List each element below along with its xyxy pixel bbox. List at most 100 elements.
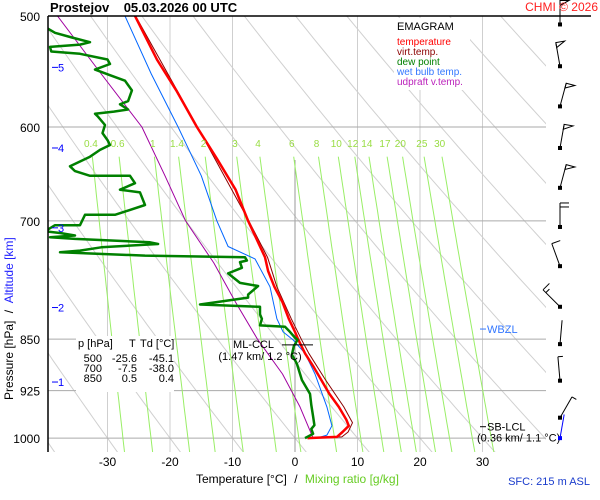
wind-barb-station: [558, 224, 562, 229]
wind-barb-station: [558, 64, 562, 69]
altitude-tick-label: 2: [58, 303, 64, 315]
mixing-ratio-label: 14: [361, 139, 373, 150]
wind-barb: [551, 240, 562, 269]
wind-barb-station: [558, 185, 562, 190]
wind-barb-station: [558, 436, 562, 441]
altitude-tick-label: 5: [58, 62, 64, 74]
chart-title: Prostejov 05.03.2026 00 UTC: [50, 0, 238, 15]
mixing-ratio-line: [204, 156, 244, 452]
temperature-tick-label: 10: [351, 455, 365, 469]
altitude-tick-label: 1: [58, 377, 64, 389]
dry-adiabat: [48, 266, 181, 452]
wind-barb-station: [558, 264, 562, 269]
table-cell-t: -25.6: [112, 353, 137, 365]
mixing-ratio-label: 17: [379, 139, 391, 150]
mixing-ratio-label: 4: [255, 139, 261, 150]
wbzl-label: WBZL: [487, 324, 518, 336]
mixing-ratio-line: [423, 156, 476, 452]
x-axis-label-sep: /: [294, 472, 298, 486]
mixing-ratio-line: [441, 156, 495, 452]
wind-barb: [542, 283, 562, 309]
mixing-ratio-line: [118, 156, 154, 452]
legend-item-wet_bulb: wet bulb temp.: [396, 67, 462, 78]
wind-barb-staff: [559, 320, 563, 345]
annotations: 0.4 0.6 1 1.4 2 3 4 6 8 10 12 14 17 20 25 3050060070085…: [13, 0, 591, 469]
mixing-ratio-label: 3: [232, 139, 238, 150]
mixing-ratio-line: [368, 156, 417, 452]
wind-barb: [558, 414, 565, 441]
wind-barb-staff: [551, 243, 561, 267]
x-axis-label-temp: Temperature [°C]: [196, 472, 287, 486]
mixing-ratio-line: [153, 156, 191, 452]
altitude-tick-label: 4: [58, 143, 64, 155]
table-cell-p: 500: [84, 353, 102, 365]
mixing-ratio-line: [259, 156, 302, 452]
wet-bulb-line: [124, 16, 333, 439]
dry-adiabat: [346, 16, 546, 246]
table-cell-t: -7.5: [118, 363, 137, 375]
dry-adiabat: [89, 16, 433, 452]
dry-adiabat: [48, 352, 119, 452]
mixing-ratio-label: 0.6: [111, 139, 125, 150]
temperature-tick-label: -30: [99, 455, 117, 469]
legend-item-temperature: temperature: [397, 37, 451, 48]
wind-barb: [558, 123, 576, 150]
mixing-ratio-line: [178, 156, 216, 452]
temperature-tick-label: -10: [224, 455, 242, 469]
wind-barb-pennant: [564, 164, 577, 171]
dry-adiabat: [141, 16, 496, 452]
table-header-p: p [hPa]: [78, 338, 113, 350]
x-axis-label: Temperature [°C] / Mixing ratio [g/kg]: [196, 472, 399, 486]
mixing-ratio-label: 12: [347, 139, 359, 150]
legend-item-virt_temp: virt.temp.: [397, 47, 438, 58]
pressure-tick-label: 700: [20, 215, 40, 229]
pressure-tick-label: 925: [20, 385, 40, 399]
mixing-ratio-line: [318, 156, 364, 452]
wind-barb: [558, 202, 569, 229]
temperature-tick-label: 30: [476, 455, 490, 469]
mixing-ratio-line: [293, 156, 338, 452]
mixing-ratio-line: [402, 156, 453, 452]
temperature-line: [133, 16, 351, 440]
copyright: CHMI © 2026: [525, 0, 598, 14]
table-header-t: T: [129, 338, 136, 350]
mixing-ratio-label: 1: [150, 139, 156, 150]
wind-barb-station: [558, 415, 562, 420]
table-cell-t: 0.5: [122, 373, 137, 385]
temperature-tick-label: -20: [161, 455, 179, 469]
mixing-ratio-line: [337, 156, 385, 452]
wind-barb-pennant: [564, 82, 577, 89]
table-header-td: Td [°C]: [140, 338, 174, 350]
legend-item-updraft: udpraft v.temp.: [397, 77, 463, 88]
wind-barb-pennant: [559, 0, 571, 7]
wind-barb-station: [558, 342, 562, 347]
altitude-tick-label: 3: [58, 223, 64, 235]
mixing-ratio-line: [386, 156, 437, 452]
ml-ccl-label: ML-CCL: [233, 339, 274, 351]
mixing-ratio-label: 0.4: [84, 139, 98, 150]
wind-barb: [557, 355, 563, 383]
wind-barb-station: [558, 104, 562, 109]
y-axis-label-altitude: Altitude [km]: [2, 237, 16, 303]
wind-barb-full: [542, 283, 550, 291]
wind-barb: [558, 0, 571, 27]
mixing-ratio-label: 1.4: [170, 139, 184, 150]
mixing-ratio-label: 8: [314, 139, 320, 150]
wind-barb-staff: [557, 356, 561, 381]
wind-barb: [558, 320, 563, 347]
mixing-ratio-label: 20: [395, 139, 407, 150]
dry-adiabat: [48, 183, 244, 452]
wind-barb-half: [545, 288, 550, 293]
mixing-ratio-line: [91, 156, 125, 452]
y-axis-label-sep: /: [2, 309, 16, 313]
pressure-tick-label: 1000: [13, 432, 40, 446]
wind-barb-half: [571, 396, 577, 400]
ml-ccl-detail: (1.47 km/ 1.2 °C): [218, 351, 301, 363]
surface-label: SFC: 215 m ASL: [508, 476, 590, 488]
wind-barb-station: [558, 22, 562, 27]
wind-barb-staff: [559, 396, 573, 418]
mixing-ratio-label: 6: [289, 139, 295, 150]
table-cell-td: -38.0: [149, 363, 174, 375]
